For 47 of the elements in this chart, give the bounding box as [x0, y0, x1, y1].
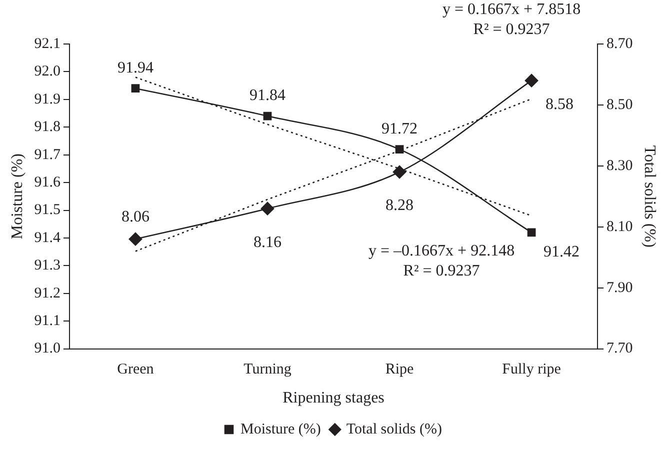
data-label: 8.06: [121, 208, 150, 226]
y-tick-label: 91.7: [34, 146, 61, 163]
annotation: R² = 0.9237: [403, 262, 480, 280]
point: [128, 232, 142, 246]
data-label: 8.16: [253, 234, 282, 251]
text: R² = 0.9237: [473, 21, 550, 38]
y-axis-title: Moisture (%): [8, 154, 26, 240]
y2-tick-label: 7.70: [606, 340, 633, 357]
y-tick-label: 92.1: [34, 36, 60, 52]
data-label: 91.94: [117, 60, 154, 77]
y-tick-label: 91.9: [34, 91, 60, 108]
point: [131, 84, 140, 93]
y-tick-label: 91.2: [34, 285, 60, 302]
x-tick-label: Turning: [244, 362, 292, 378]
y-tick-label: 91.8: [34, 119, 60, 136]
y-tick-label: 91.0: [34, 340, 60, 357]
legend-label: Moisture (%): [240, 421, 321, 438]
x-axis-title: Ripening stages: [282, 390, 384, 407]
y-tick-label: 91.6: [34, 174, 61, 190]
point: [260, 202, 274, 216]
y-tick-label: 92.0: [34, 64, 60, 80]
point: [263, 112, 272, 120]
data-label: 91.72: [382, 120, 418, 138]
y2-tick-label: 8.10: [606, 218, 633, 235]
point: [527, 228, 536, 237]
y2-tick-label: 7.90: [606, 280, 633, 296]
point: [395, 145, 404, 154]
data-label: 91.84: [249, 87, 286, 104]
y-tick-label: 91.3: [34, 258, 60, 274]
y2-tick-label: 8.30: [606, 158, 633, 174]
data-label: 8.28: [386, 197, 414, 214]
y-tick-label: 91.4: [34, 230, 61, 246]
y-tick-label: 91.5: [34, 202, 60, 218]
point: [524, 74, 538, 88]
x-tick-label: Ripe: [385, 362, 414, 378]
y2-tick-label: 8.50: [606, 96, 633, 113]
data-label: 91.42: [544, 244, 580, 261]
text: y = 0.1667x + 7.8518: [442, 1, 581, 18]
annotation: y = –0.1667x + 92.148: [368, 242, 515, 260]
legend-label: Total solids (%): [346, 421, 442, 438]
y2-axis-title: Total solids (%): [641, 145, 658, 248]
y2-tick-label: 8.70: [606, 36, 633, 52]
x-tick-label: Fully ripe: [502, 362, 562, 378]
y-tick-label: 91.1: [34, 313, 60, 330]
data-label: 8.58: [546, 96, 574, 113]
x-tick-label: Green: [117, 362, 154, 378]
point: [392, 165, 406, 179]
